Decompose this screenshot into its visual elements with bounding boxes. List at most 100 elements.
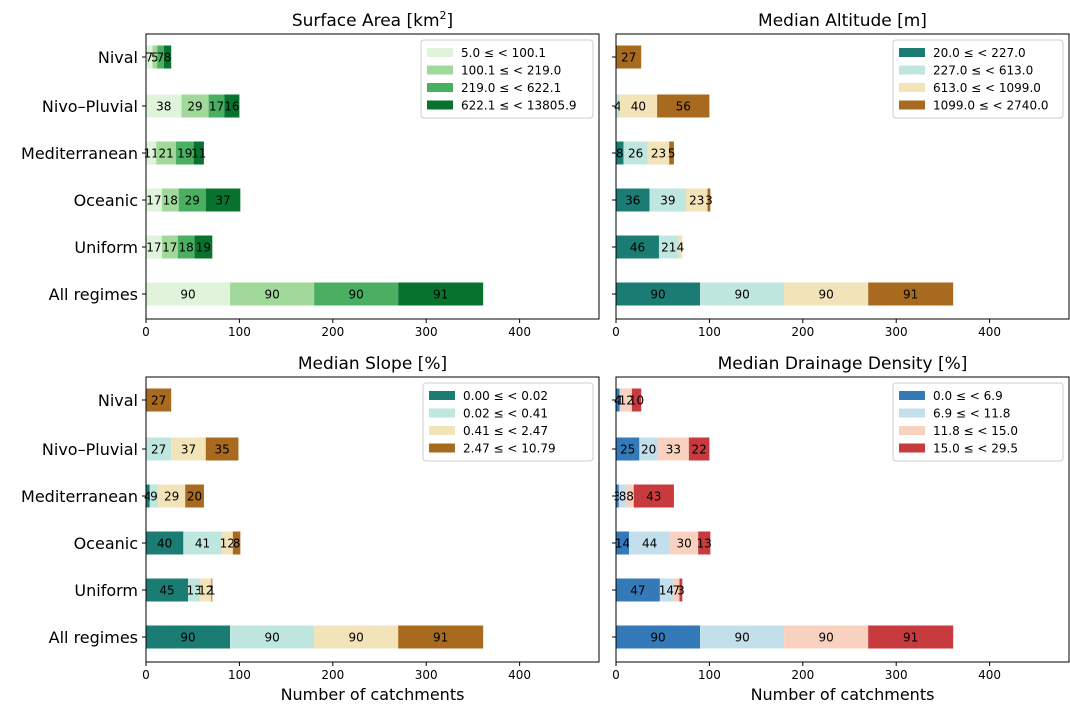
bar-oceanic-series-3 bbox=[221, 531, 233, 555]
data-label: 90 bbox=[734, 288, 749, 302]
bar-mediterranean-series-2 bbox=[623, 141, 648, 165]
data-label: 9 bbox=[150, 490, 158, 504]
chart-panel-2: Median Altitude [m]274 40 568 26 23 536 39 23 34… bbox=[612, 11, 1070, 339]
bar-mediterranean-series-1 bbox=[616, 141, 624, 165]
data-label: 17 bbox=[146, 194, 161, 208]
x-axis-label: Number of catchments bbox=[751, 685, 935, 704]
bar-all-regimes-series-3 bbox=[314, 625, 399, 649]
category-label: Nival bbox=[98, 391, 138, 410]
bar-oceanic-series-1 bbox=[146, 188, 162, 212]
bar-all-regimes-series-3 bbox=[314, 282, 399, 306]
data-label: 17 bbox=[209, 100, 224, 114]
data-label: 18 bbox=[179, 241, 194, 255]
legend-entry: 613.0 ≤ < 1099.0 bbox=[933, 81, 1041, 95]
bar-uniform-series-2 bbox=[161, 235, 178, 259]
data-label: 90 bbox=[819, 631, 834, 645]
legend-entry: 2.47 ≤ < 10.79 bbox=[463, 442, 556, 456]
bar-mediterranean-series-2 bbox=[156, 141, 176, 165]
bar-mediterranean-series-3 bbox=[647, 141, 670, 165]
x-tick-label: 200 bbox=[321, 325, 344, 339]
data-label: 90 bbox=[650, 288, 665, 302]
data-label: 4 bbox=[677, 241, 685, 255]
legend: 0.0 ≤ < 6.9 6.9 ≤ < 11.8 11.8 ≤ < 15.0 15.0… bbox=[892, 382, 1064, 462]
data-label: 8 bbox=[233, 537, 241, 551]
plot-frame bbox=[615, 33, 1070, 320]
bar-nivo-pluvial-series-4 bbox=[688, 437, 710, 461]
legend-box bbox=[422, 382, 594, 462]
plot-frame bbox=[145, 376, 600, 663]
bar-uniform-series-3 bbox=[672, 578, 680, 602]
bar-all-regimes-series-1 bbox=[146, 625, 231, 649]
bar-mediterranean-series-3 bbox=[158, 484, 186, 508]
bar-nivo-pluvial-series-2 bbox=[181, 94, 209, 118]
data-label: 90 bbox=[819, 288, 834, 302]
data-label: 8 bbox=[164, 51, 172, 65]
data-label: 17 bbox=[162, 241, 177, 255]
data-label: 11 bbox=[143, 147, 158, 161]
data-label: 39 bbox=[660, 194, 675, 208]
legend-swatch bbox=[899, 426, 925, 435]
bar-all-regimes-series-2 bbox=[230, 625, 315, 649]
data-label: 4 bbox=[614, 100, 622, 114]
data-label: 17 bbox=[146, 241, 161, 255]
legend-entry: 11.8 ≤ < 15.0 bbox=[933, 424, 1018, 438]
bar-all-regimes-series-1 bbox=[616, 625, 701, 649]
legend-swatch bbox=[899, 100, 925, 110]
data-label: 5 bbox=[151, 51, 159, 65]
data-label: 5 bbox=[668, 147, 676, 161]
data-label: 8 bbox=[619, 490, 627, 504]
data-label: 21 bbox=[661, 241, 676, 255]
bar-mediterranean-series-4 bbox=[669, 141, 674, 165]
data-label: 22 bbox=[691, 443, 706, 457]
bar-oceanic-series-2 bbox=[649, 188, 687, 212]
category-label: Mediterranean bbox=[21, 487, 138, 506]
x-tick-label: 0 bbox=[142, 668, 150, 682]
bar-all-regimes-series-4 bbox=[398, 625, 484, 649]
x-tick-label: 400 bbox=[508, 668, 531, 682]
data-label: 8 bbox=[616, 147, 624, 161]
legend: 20.0 ≤ < 227.0 227.0 ≤ < 613.0 613.0 ≤ < 1… bbox=[892, 39, 1064, 119]
legend-swatch bbox=[899, 443, 925, 453]
legend: 0.00 ≤ < 0.02 0.02 ≤ < 0.41 0.41 ≤ < 2.47 2… bbox=[422, 382, 594, 462]
data-label: 12 bbox=[619, 394, 634, 408]
bar-oceanic-series-4 bbox=[707, 188, 711, 212]
bar-nival-series-1 bbox=[146, 45, 153, 69]
data-label: 13 bbox=[697, 537, 712, 551]
data-label: 12 bbox=[198, 584, 213, 598]
bar-oceanic-series-3 bbox=[686, 188, 708, 212]
bar-uniform-series-1 bbox=[616, 235, 659, 259]
plot-frame bbox=[145, 33, 600, 320]
category-label: Uniform bbox=[74, 581, 138, 600]
data-label: 7 bbox=[157, 51, 165, 65]
data-label: 8 bbox=[626, 490, 634, 504]
bar-uniform-series-1 bbox=[146, 235, 162, 259]
x-tick-label: 0 bbox=[142, 325, 150, 339]
bar-mediterranean-series-4 bbox=[185, 484, 204, 508]
data-label: 40 bbox=[157, 537, 172, 551]
data-label: 25 bbox=[620, 443, 635, 457]
data-label: 43 bbox=[646, 490, 661, 504]
bar-all-regimes-series-4 bbox=[868, 282, 954, 306]
data-label: 29 bbox=[187, 100, 202, 114]
bar-oceanic-series-1 bbox=[616, 188, 650, 212]
chart-title: Median Drainage Density [%] bbox=[718, 354, 968, 374]
data-label: 14 bbox=[615, 537, 630, 551]
bar-mediterranean-series-4 bbox=[193, 141, 204, 165]
data-label: 7 bbox=[145, 51, 153, 65]
legend-swatch bbox=[899, 408, 925, 418]
bar-nivo-pluvial-series-1 bbox=[146, 94, 182, 118]
bar-nivo-pluvial-series-3 bbox=[658, 437, 689, 461]
data-label: 90 bbox=[650, 631, 665, 645]
data-label: 4 bbox=[144, 490, 152, 504]
bar-nival-series-4 bbox=[631, 388, 642, 412]
bar-nivo-pluvial-series-3 bbox=[619, 94, 658, 118]
data-label: 40 bbox=[631, 100, 646, 114]
data-label: 90 bbox=[349, 631, 364, 645]
bar-uniform-series-2 bbox=[188, 578, 201, 602]
data-label: 91 bbox=[903, 631, 918, 645]
data-label: 29 bbox=[164, 490, 179, 504]
data-label: 19 bbox=[177, 147, 192, 161]
data-label: 20 bbox=[641, 443, 656, 457]
x-tick-label: 200 bbox=[791, 325, 814, 339]
